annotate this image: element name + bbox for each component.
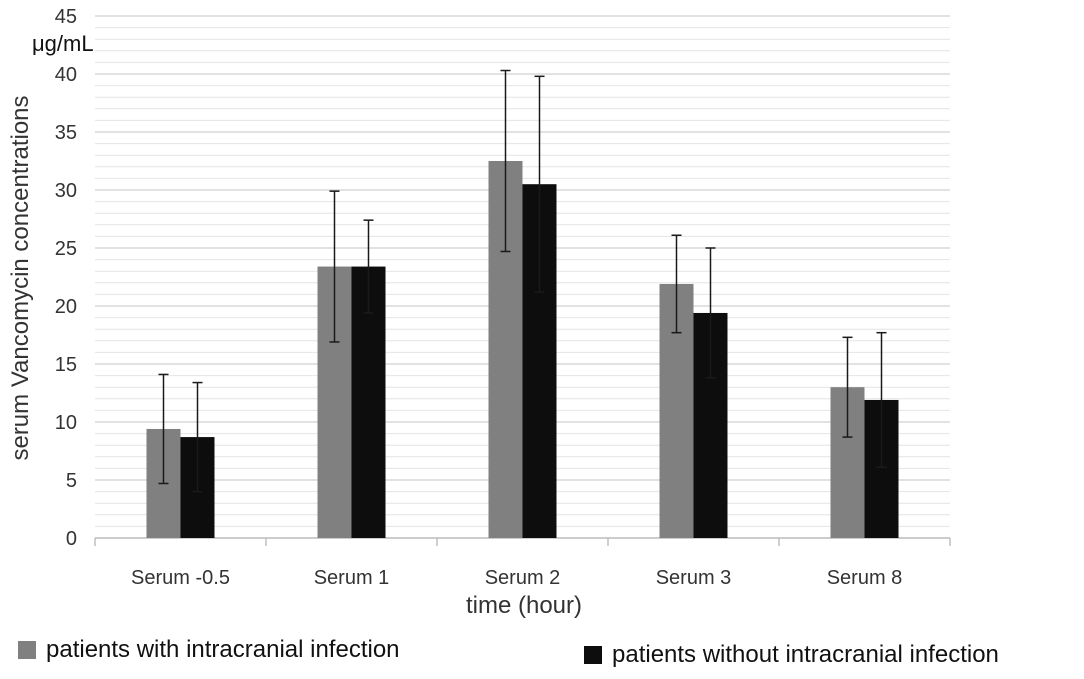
- y-tick-label: 40: [55, 64, 77, 86]
- bars: [146, 161, 899, 538]
- legend-item-with-infection: patients with intracranial infection: [18, 636, 400, 664]
- legend-label-without-infection: patients without intracranial infection: [612, 641, 999, 668]
- legend-item-without-infection: patients without intracranial infection: [584, 641, 999, 669]
- y-tick-label: 10: [55, 412, 77, 434]
- legend-swatch-with-infection: [18, 641, 36, 659]
- y-tick-label: 30: [55, 180, 77, 202]
- x-tick-label: Serum 2: [485, 567, 561, 589]
- legend-swatch-without-infection: [584, 646, 602, 664]
- x-axis-ticks: Serum -0.5 Serum 1 Serum 2 Serum 3 Serum 8: [94, 538, 951, 589]
- y-tick-label: 45: [55, 6, 77, 28]
- x-axis-title: time (hour): [466, 592, 582, 619]
- y-tick-label: 15: [55, 354, 77, 376]
- x-tick-label: Serum 3: [656, 567, 732, 589]
- y-unit-label: μg/mL: [32, 31, 94, 56]
- x-tick-label: Serum -0.5: [131, 567, 230, 589]
- y-tick-label: 5: [66, 470, 77, 492]
- y-axis-title: serum Vancomycin concentrations: [7, 95, 34, 460]
- x-tick-label: Serum 8: [827, 567, 903, 589]
- y-tick-label: 0: [66, 528, 77, 550]
- x-tick-label: Serum 1: [314, 567, 390, 589]
- y-axis-ticks: 0 5 10 15 20 25 30 35 40 45: [55, 6, 77, 550]
- legend-label-with-infection: patients with intracranial infection: [46, 636, 400, 663]
- error-bars: [158, 69, 887, 493]
- y-tick-label: 20: [55, 296, 77, 318]
- y-tick-label: 35: [55, 122, 77, 144]
- y-tick-label: 25: [55, 238, 77, 260]
